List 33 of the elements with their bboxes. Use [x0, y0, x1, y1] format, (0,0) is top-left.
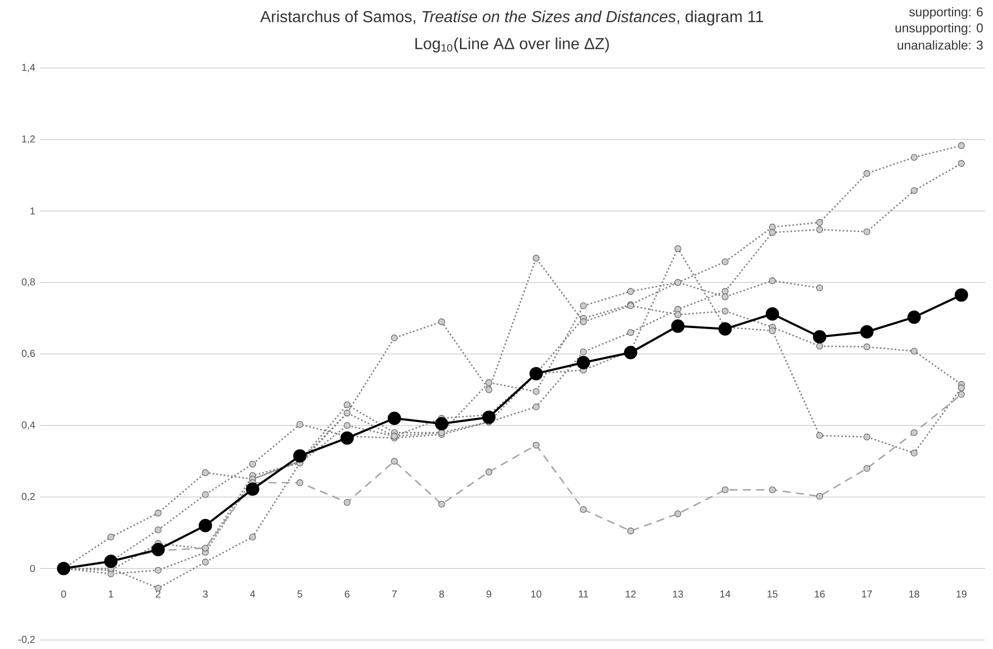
chart-title: Aristarchus of Samos, Treatise on the Sizes and Distances, diagram 11 — [260, 10, 764, 26]
y-tick-label: 1 — [30, 208, 35, 215]
x-tick-label: 19 — [956, 590, 966, 598]
chart-subtitle: Log$_{10}$(Line AΔ over line ΔZ) — [415, 38, 609, 53]
y-tick-label: 1,4 — [22, 64, 35, 72]
y-tick-label: -0,2 — [18, 636, 35, 644]
text: unsupporting: 0 — [896, 23, 983, 36]
x-tick-label: 5 — [297, 590, 302, 598]
x-tick-label: 0 — [61, 590, 66, 598]
y-tick-label: 1,2 — [22, 136, 35, 144]
x-tick-label: 10 — [531, 590, 542, 598]
x-tick-label: 1 — [108, 590, 114, 598]
x-tick-label: 16 — [814, 590, 825, 598]
y-tick-label: 0,2 — [22, 493, 35, 502]
x-tick-label: 11 — [578, 590, 588, 598]
y-tick-label: 0,6 — [22, 350, 35, 358]
x-tick-label: 13 — [673, 590, 683, 598]
x-tick-label: 3 — [202, 590, 208, 598]
text: unanalizable: 3 — [898, 40, 983, 50]
x-tick-label: 7 — [392, 590, 397, 598]
y-tick-label: 0,4 — [22, 422, 35, 430]
y-tick-label: 0 — [30, 565, 35, 572]
x-tick-label: 15 — [768, 590, 778, 598]
x-tick-label: 18 — [909, 590, 920, 598]
x-tick-label: 6 — [344, 590, 350, 598]
x-tick-label: 14 — [720, 590, 730, 598]
x-tick-label: 12 — [626, 590, 636, 598]
x-tick-label: 17 — [862, 590, 872, 598]
x-tick-label: 8 — [439, 590, 444, 598]
text: supporting: 6 — [909, 7, 983, 20]
y-tick-label: 0,8 — [22, 278, 35, 287]
x-tick-label: 4 — [250, 590, 256, 598]
x-tick-label: 9 — [486, 590, 492, 598]
